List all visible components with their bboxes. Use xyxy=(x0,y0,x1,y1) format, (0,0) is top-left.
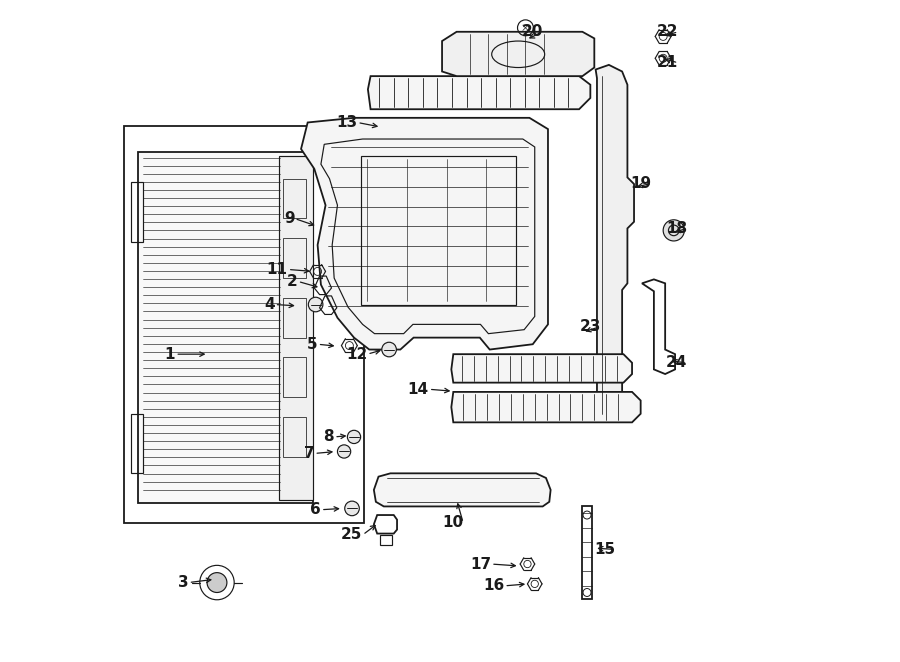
Text: 13: 13 xyxy=(337,115,357,130)
Polygon shape xyxy=(374,473,551,506)
Circle shape xyxy=(663,220,684,241)
Text: 15: 15 xyxy=(594,542,616,557)
Polygon shape xyxy=(368,76,590,109)
Text: 21: 21 xyxy=(657,56,679,70)
Circle shape xyxy=(338,445,351,458)
Circle shape xyxy=(347,430,361,444)
Circle shape xyxy=(309,297,323,312)
Text: 7: 7 xyxy=(303,446,314,461)
Bar xyxy=(284,357,306,397)
Text: 25: 25 xyxy=(341,528,363,542)
Text: 1: 1 xyxy=(165,347,176,361)
Text: 12: 12 xyxy=(346,347,367,361)
Text: 14: 14 xyxy=(408,382,428,397)
Bar xyxy=(138,152,313,503)
Polygon shape xyxy=(301,118,548,350)
Text: 8: 8 xyxy=(323,430,334,444)
Bar xyxy=(582,506,591,599)
Bar xyxy=(284,179,306,218)
Polygon shape xyxy=(442,32,594,76)
Text: 19: 19 xyxy=(631,176,652,191)
Bar xyxy=(130,182,143,242)
Circle shape xyxy=(382,342,396,357)
Bar xyxy=(284,238,306,278)
Text: 6: 6 xyxy=(310,502,321,517)
Bar xyxy=(284,298,306,338)
Text: 10: 10 xyxy=(442,516,464,530)
Text: 5: 5 xyxy=(307,337,318,352)
Text: 17: 17 xyxy=(470,557,491,571)
Bar xyxy=(381,535,392,545)
Polygon shape xyxy=(596,65,634,420)
Bar xyxy=(130,414,143,473)
Text: 18: 18 xyxy=(666,221,687,236)
Text: 20: 20 xyxy=(521,24,543,39)
Text: 4: 4 xyxy=(264,297,274,312)
Circle shape xyxy=(345,501,359,516)
Text: 16: 16 xyxy=(483,579,504,593)
Polygon shape xyxy=(451,392,641,422)
Text: 2: 2 xyxy=(287,274,298,289)
Text: 22: 22 xyxy=(657,24,679,39)
Text: 3: 3 xyxy=(178,575,188,590)
Circle shape xyxy=(207,573,227,592)
Polygon shape xyxy=(451,354,632,383)
Text: 9: 9 xyxy=(284,211,294,226)
Text: 24: 24 xyxy=(666,355,687,370)
Bar xyxy=(278,156,313,500)
Text: 11: 11 xyxy=(266,262,288,277)
Text: 23: 23 xyxy=(580,319,601,334)
Bar xyxy=(284,417,306,457)
